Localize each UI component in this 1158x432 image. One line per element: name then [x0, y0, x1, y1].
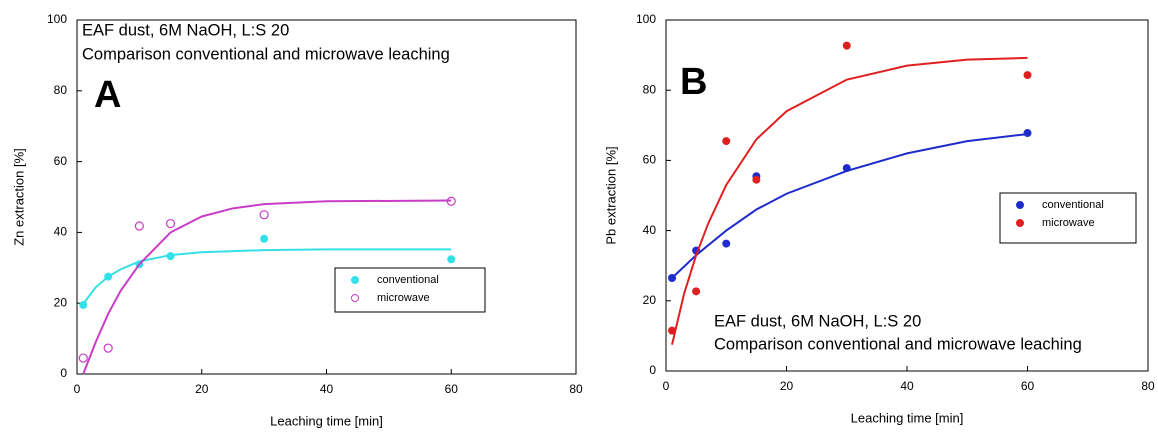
- x-axis-label: Leaching time [min]: [851, 410, 964, 425]
- legend-marker: [351, 294, 359, 302]
- x-axis-label: Leaching time [min]: [270, 413, 383, 428]
- data-point: [104, 272, 113, 281]
- y-tick-label: 100: [47, 12, 67, 26]
- x-tick-label: 60: [445, 382, 459, 396]
- fit-curve: [671, 56, 1028, 345]
- x-tick-label: 0: [663, 379, 670, 393]
- data-point: [752, 175, 761, 184]
- data-point: [259, 210, 269, 220]
- y-tick-label: 40: [643, 223, 657, 237]
- data-point: [1023, 129, 1032, 138]
- data-point: [78, 353, 88, 363]
- data-point: [79, 300, 88, 309]
- data-point: [447, 255, 456, 264]
- y-tick-label: 60: [54, 154, 68, 168]
- data-point: [722, 239, 731, 248]
- plot-frame: [76, 19, 577, 375]
- y-tick-label: 40: [54, 225, 68, 239]
- x-tick-label: 0: [74, 382, 81, 396]
- data-point: [446, 196, 456, 206]
- y-axis-label: Zn extraction [%]: [11, 148, 26, 246]
- x-tick-label: 40: [320, 382, 334, 396]
- y-tick-label: 100: [636, 12, 656, 26]
- data-point: [842, 41, 851, 50]
- y-tick-label: 0: [649, 363, 656, 377]
- legend-marker: [1016, 219, 1024, 227]
- data-point: [103, 343, 113, 353]
- legend-label: conventional: [1042, 199, 1104, 211]
- annotation: EAF dust, 6M NaOH, L:S 20: [82, 21, 289, 39]
- legend-marker: [1016, 201, 1024, 209]
- annotation: Comparison conventional and microwave le…: [714, 335, 1082, 353]
- legend-label: microwave: [377, 292, 430, 304]
- legend-label: microwave: [1042, 217, 1095, 229]
- data-point: [166, 252, 175, 261]
- fit-curve: [82, 199, 452, 375]
- x-tick-label: 40: [900, 379, 914, 393]
- fit-curve: [671, 133, 1028, 279]
- data-point: [134, 221, 144, 231]
- legend-label: conventional: [377, 274, 439, 286]
- data-point: [722, 137, 731, 146]
- x-tick-label: 60: [1021, 379, 1035, 393]
- panel-label: A: [94, 74, 121, 116]
- y-tick-label: 20: [54, 295, 68, 309]
- x-tick-label: 20: [780, 379, 794, 393]
- data-point: [692, 287, 701, 296]
- legend-marker: [351, 276, 359, 284]
- data-point: [668, 273, 677, 282]
- y-tick-label: 20: [643, 293, 657, 307]
- x-tick-label: 20: [195, 382, 209, 396]
- x-tick-label: 80: [569, 382, 583, 396]
- legend-box: [999, 192, 1137, 244]
- y-tick-label: 60: [643, 153, 657, 167]
- legend-box: [334, 267, 486, 313]
- data-point: [1023, 71, 1032, 80]
- y-tick-label: 80: [643, 82, 657, 96]
- annotation: Comparison conventional and microwave le…: [82, 45, 450, 63]
- x-tick-label: 80: [1141, 379, 1155, 393]
- y-tick-label: 0: [60, 366, 67, 380]
- data-point: [842, 164, 851, 173]
- data-point: [260, 234, 269, 243]
- data-point: [165, 218, 176, 229]
- y-axis-label: Pb extraction [%]: [603, 146, 618, 244]
- data-point: [668, 326, 677, 335]
- y-tick-label: 80: [54, 83, 68, 97]
- annotation: EAF dust, 6M NaOH, L:S 20: [714, 312, 921, 330]
- panel-label: B: [680, 61, 707, 103]
- fit-curve: [82, 248, 452, 305]
